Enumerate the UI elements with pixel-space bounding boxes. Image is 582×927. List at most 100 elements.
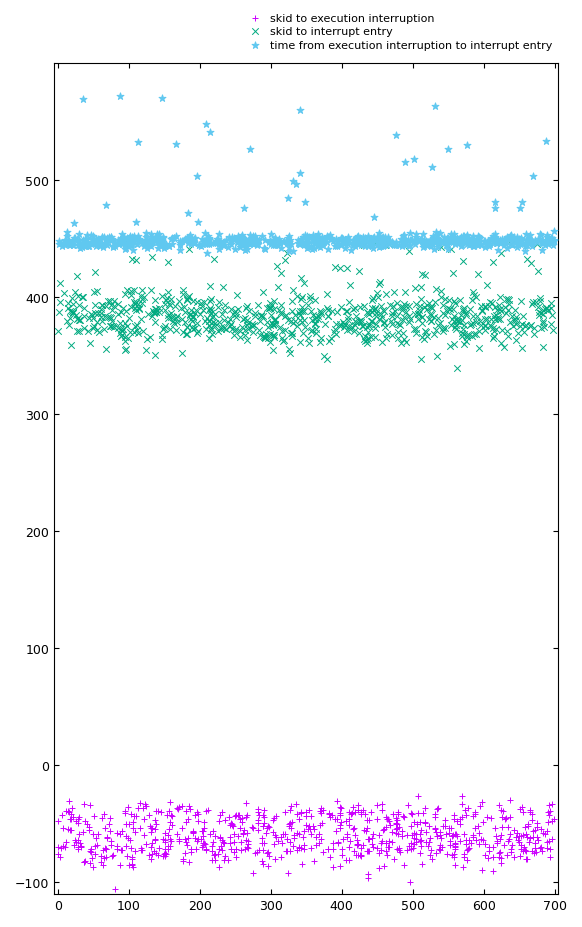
time from execution interruption to interrupt entry (276, 236, 285, 251)
skid to execution interruption (396, 844, 405, 859)
time from execution interruption to interrupt entry (99, 240, 108, 255)
time from execution interruption to interrupt entry (396, 233, 405, 248)
skid to interrupt entry (441, 292, 450, 307)
skid to execution interruption (379, 821, 389, 836)
time from execution interruption to interrupt entry (100, 231, 109, 246)
skid to interrupt entry (542, 300, 551, 315)
skid to interrupt entry (243, 299, 252, 314)
skid to execution interruption (65, 811, 74, 826)
skid to execution interruption (191, 808, 200, 823)
skid to execution interruption (294, 841, 304, 856)
time from execution interruption to interrupt entry (251, 233, 261, 248)
skid to execution interruption (271, 852, 280, 867)
time from execution interruption to interrupt entry (521, 234, 531, 248)
skid to execution interruption (210, 846, 219, 861)
skid to execution interruption (538, 826, 548, 841)
time from execution interruption to interrupt entry (212, 232, 222, 247)
skid to execution interruption (229, 844, 238, 859)
skid to execution interruption (480, 836, 489, 851)
skid to interrupt entry (265, 301, 275, 316)
time from execution interruption to interrupt entry (439, 235, 448, 250)
skid to execution interruption (264, 848, 274, 863)
skid to execution interruption (475, 836, 484, 851)
skid to interrupt entry (180, 300, 189, 315)
time from execution interruption to interrupt entry (141, 234, 151, 248)
skid to interrupt entry (450, 337, 459, 351)
skid to interrupt entry (456, 315, 465, 330)
skid to interrupt entry (190, 322, 200, 337)
skid to execution interruption (150, 832, 159, 847)
skid to execution interruption (533, 820, 542, 835)
time from execution interruption to interrupt entry (133, 135, 143, 150)
skid to execution interruption (306, 827, 315, 842)
skid to interrupt entry (217, 320, 226, 335)
time from execution interruption to interrupt entry (92, 233, 101, 248)
skid to interrupt entry (296, 292, 306, 307)
skid to interrupt entry (120, 286, 130, 301)
skid to execution interruption (155, 841, 164, 856)
skid to interrupt entry (242, 313, 251, 328)
skid to execution interruption (250, 845, 260, 860)
skid to interrupt entry (72, 309, 81, 324)
skid to execution interruption (108, 848, 118, 863)
skid to interrupt entry (249, 324, 258, 339)
skid to execution interruption (268, 825, 277, 840)
skid to execution interruption (237, 815, 247, 830)
skid to execution interruption (394, 843, 403, 857)
skid to execution interruption (258, 854, 267, 869)
skid to execution interruption (306, 841, 315, 856)
skid to execution interruption (324, 806, 333, 821)
time from execution interruption to interrupt entry (544, 235, 553, 250)
skid to execution interruption (118, 843, 127, 857)
skid to execution interruption (331, 824, 340, 839)
time from execution interruption to interrupt entry (285, 245, 294, 260)
skid to interrupt entry (149, 306, 158, 321)
skid to interrupt entry (374, 290, 383, 305)
time from execution interruption to interrupt entry (295, 235, 304, 249)
skid to execution interruption (264, 819, 274, 834)
skid to interrupt entry (446, 302, 455, 317)
skid to interrupt entry (469, 327, 478, 342)
time from execution interruption to interrupt entry (506, 231, 515, 246)
skid to interrupt entry (239, 312, 248, 327)
time from execution interruption to interrupt entry (293, 236, 303, 251)
skid to interrupt entry (262, 315, 271, 330)
skid to execution interruption (549, 812, 559, 827)
skid to execution interruption (471, 833, 480, 848)
skid to interrupt entry (415, 299, 424, 314)
time from execution interruption to interrupt entry (247, 235, 257, 249)
time from execution interruption to interrupt entry (464, 233, 474, 248)
time from execution interruption to interrupt entry (487, 232, 496, 247)
skid to execution interruption (298, 830, 307, 844)
skid to interrupt entry (137, 289, 146, 304)
skid to execution interruption (253, 816, 262, 831)
skid to execution interruption (458, 810, 467, 825)
skid to execution interruption (220, 813, 229, 828)
time from execution interruption to interrupt entry (434, 234, 443, 248)
time from execution interruption to interrupt entry (419, 233, 428, 248)
time from execution interruption to interrupt entry (462, 231, 471, 246)
skid to interrupt entry (87, 309, 97, 324)
skid to execution interruption (116, 842, 126, 857)
time from execution interruption to interrupt entry (421, 235, 431, 249)
skid to execution interruption (496, 803, 506, 818)
time from execution interruption to interrupt entry (243, 236, 253, 251)
skid to execution interruption (546, 842, 555, 857)
time from execution interruption to interrupt entry (69, 216, 79, 231)
skid to execution interruption (261, 826, 271, 841)
skid to execution interruption (291, 797, 300, 812)
time from execution interruption to interrupt entry (283, 191, 293, 206)
time from execution interruption to interrupt entry (502, 231, 512, 246)
skid to interrupt entry (423, 329, 432, 344)
skid to interrupt entry (269, 328, 279, 343)
time from execution interruption to interrupt entry (239, 201, 249, 216)
skid to interrupt entry (522, 252, 531, 267)
skid to interrupt entry (370, 321, 379, 336)
time from execution interruption to interrupt entry (146, 235, 155, 250)
time from execution interruption to interrupt entry (410, 152, 419, 167)
skid to interrupt entry (461, 306, 470, 321)
time from execution interruption to interrupt entry (140, 239, 149, 254)
time from execution interruption to interrupt entry (204, 229, 213, 244)
skid to interrupt entry (321, 317, 330, 332)
skid to interrupt entry (107, 311, 116, 326)
